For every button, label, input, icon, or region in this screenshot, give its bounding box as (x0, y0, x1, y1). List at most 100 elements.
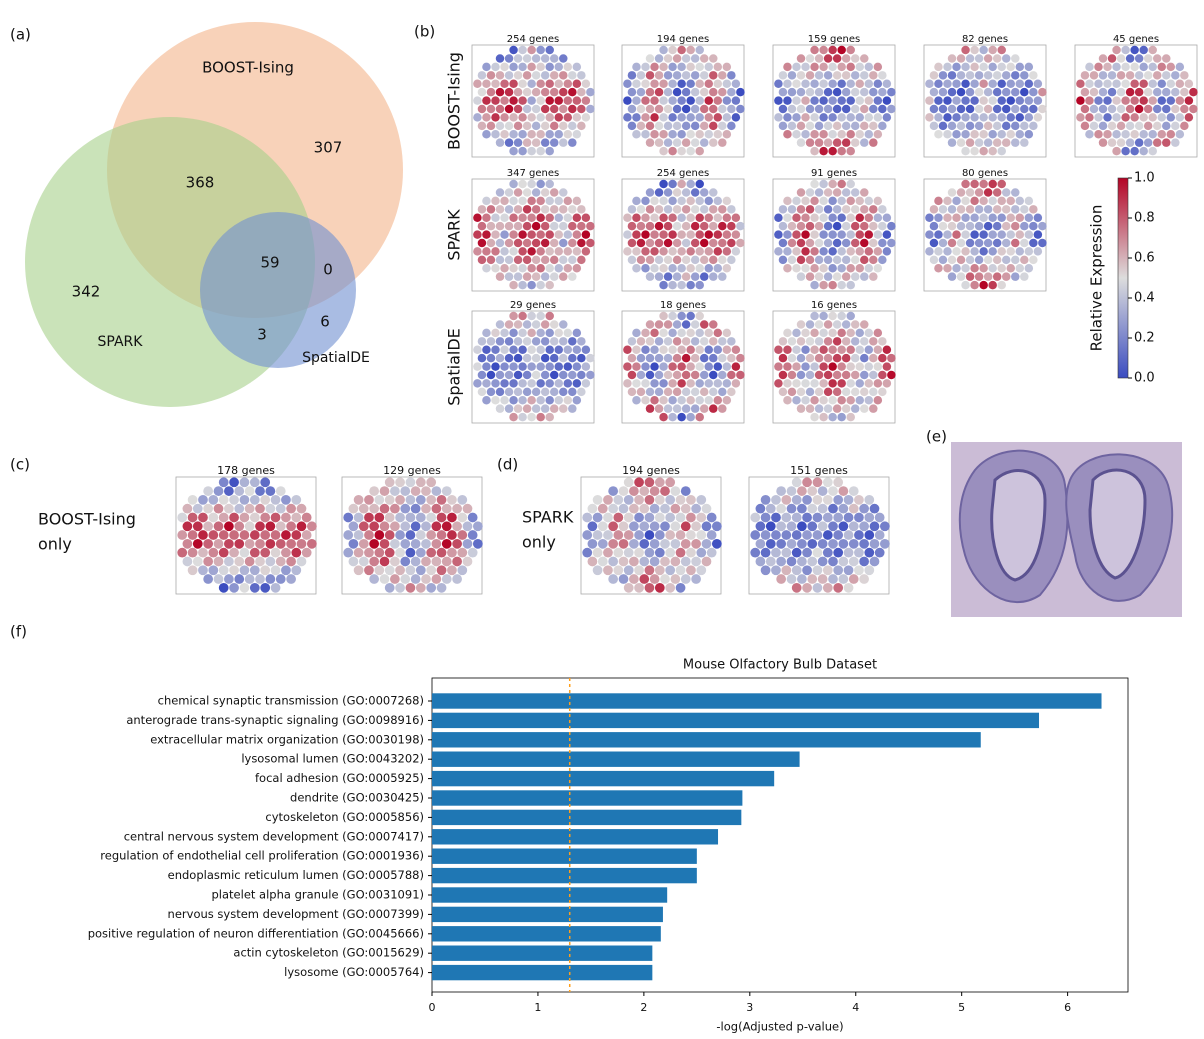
spot (997, 180, 1005, 188)
panel-label: (d) (497, 456, 518, 474)
spot (673, 371, 681, 379)
spot (1185, 113, 1193, 121)
spot (677, 180, 685, 188)
spot (634, 495, 644, 505)
spatial-map (622, 311, 745, 423)
spot (807, 504, 817, 514)
spot (1176, 130, 1184, 138)
spot (260, 548, 270, 558)
spot (473, 113, 481, 121)
spot (577, 105, 585, 113)
spot (792, 565, 802, 575)
spot (979, 180, 987, 188)
spot (628, 71, 636, 79)
spot (523, 138, 531, 146)
spot (874, 96, 882, 104)
spot (776, 486, 786, 496)
spot (686, 213, 694, 221)
spot (550, 272, 558, 280)
spot (797, 105, 805, 113)
spot (979, 281, 987, 289)
spot (473, 213, 481, 221)
spot (473, 345, 481, 353)
spot (655, 88, 663, 96)
spot (997, 46, 1005, 54)
spot (718, 354, 726, 362)
colorbar (1118, 178, 1128, 378)
spot (668, 362, 676, 370)
spot (431, 504, 441, 514)
spot (527, 247, 535, 255)
spot (723, 362, 731, 370)
spot (1144, 105, 1152, 113)
spot (229, 548, 239, 558)
spot (1117, 54, 1125, 62)
spot (705, 197, 713, 205)
spot (856, 213, 864, 221)
spot (302, 513, 312, 523)
spot (686, 247, 694, 255)
spot (846, 113, 854, 121)
spot (807, 486, 817, 496)
spot (851, 404, 859, 412)
spot (1167, 113, 1175, 121)
spot (797, 371, 805, 379)
spot (756, 504, 766, 514)
spot (577, 205, 585, 213)
spot (527, 46, 535, 54)
spot (628, 388, 636, 396)
spot (582, 113, 590, 121)
spot (518, 79, 526, 87)
spot (603, 513, 613, 523)
spot (952, 197, 960, 205)
spot (645, 565, 655, 575)
spot (198, 513, 208, 523)
spot (1121, 96, 1129, 104)
spot (801, 362, 809, 370)
spot (788, 371, 796, 379)
spot (426, 548, 436, 558)
spot (833, 71, 841, 79)
spot (1139, 96, 1147, 104)
spot (792, 197, 800, 205)
spot (957, 205, 965, 213)
spot (545, 130, 553, 138)
spot (659, 329, 667, 337)
spot (833, 138, 841, 146)
spot (234, 539, 244, 549)
spot (1126, 122, 1134, 130)
spot (828, 247, 836, 255)
spot (442, 557, 452, 567)
spot (700, 105, 708, 113)
spot (491, 96, 499, 104)
spot (787, 557, 797, 567)
spot (792, 530, 802, 540)
spot (1153, 88, 1161, 96)
spot (603, 530, 613, 540)
spot (750, 530, 760, 540)
spot (670, 504, 680, 514)
spot (297, 539, 307, 549)
spot (632, 130, 640, 138)
spot (682, 320, 690, 328)
spot (828, 312, 836, 320)
spot (970, 281, 978, 289)
spot (865, 329, 873, 337)
spot (208, 513, 218, 523)
spot (1144, 138, 1152, 146)
spot (564, 396, 572, 404)
spot (878, 88, 886, 96)
spot (369, 539, 379, 549)
spot (664, 138, 672, 146)
spot (797, 71, 805, 79)
bar (432, 790, 742, 805)
spot (359, 539, 369, 549)
spot (727, 388, 735, 396)
spot (984, 272, 992, 280)
spot (709, 337, 717, 345)
spot (1081, 122, 1089, 130)
spot (957, 272, 965, 280)
spot (400, 504, 410, 514)
spot (276, 557, 286, 567)
spot (842, 239, 850, 247)
